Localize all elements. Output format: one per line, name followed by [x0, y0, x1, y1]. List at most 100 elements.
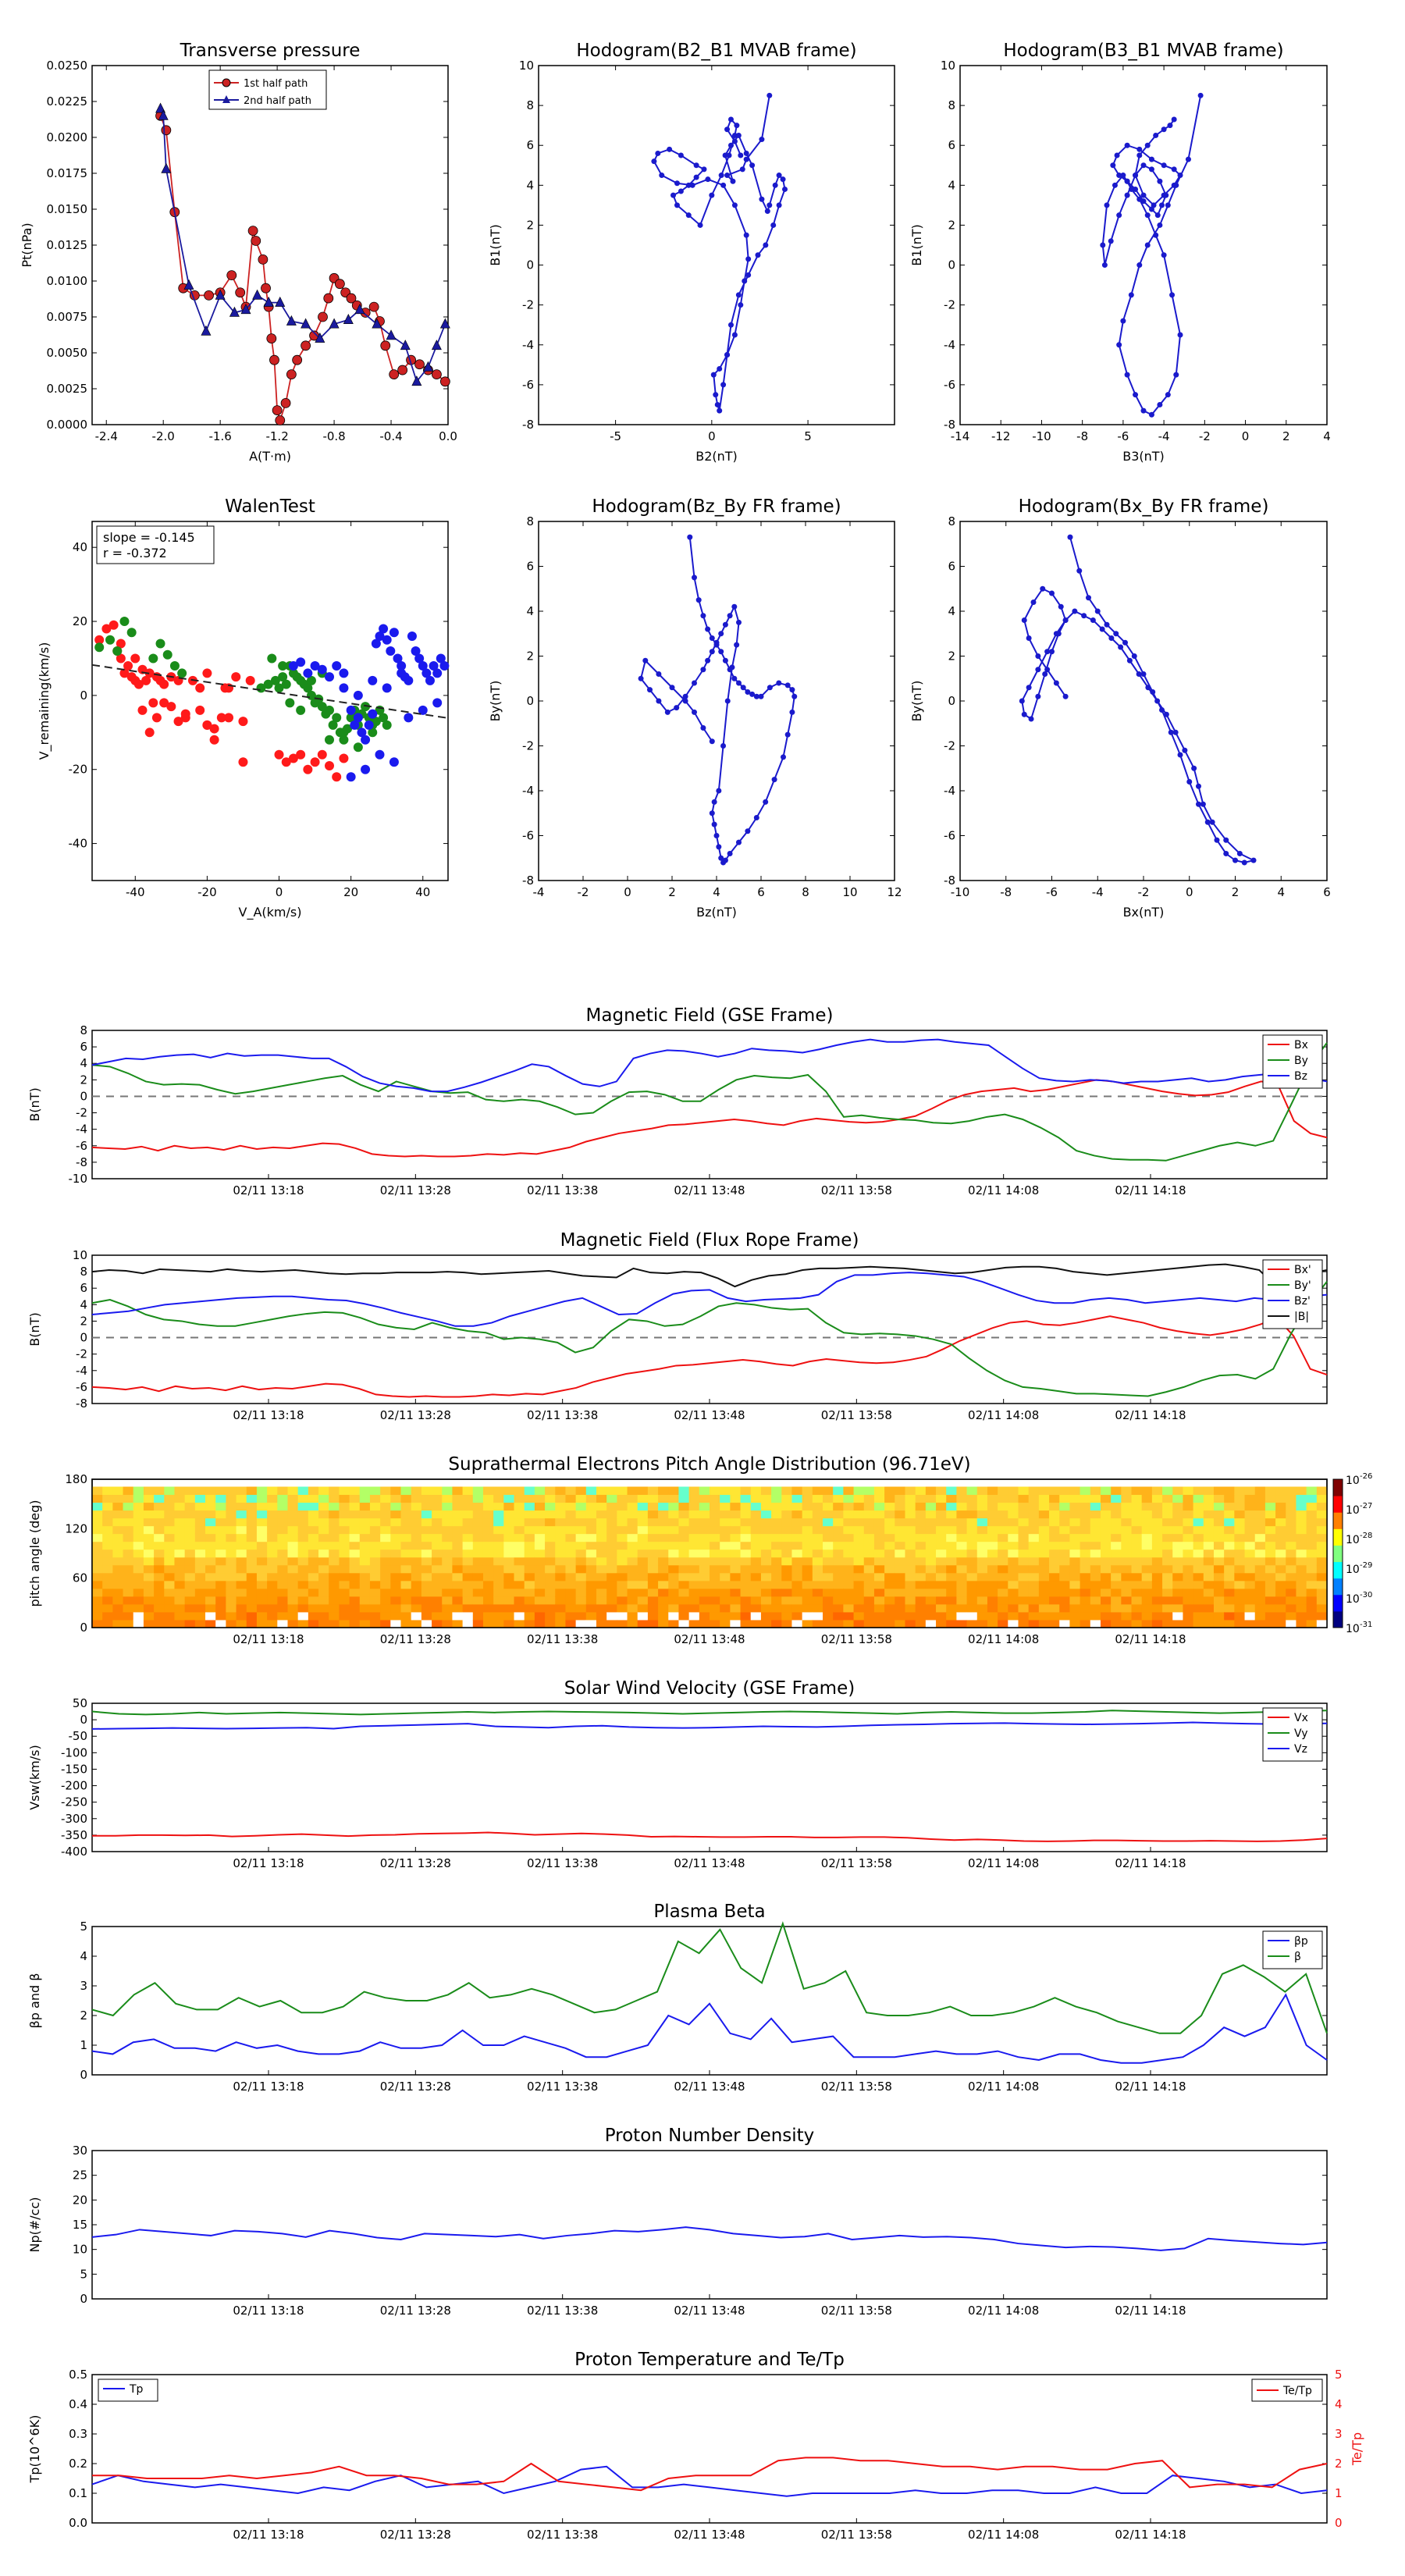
pad-cell: [710, 1502, 720, 1511]
pad-cell: [369, 1588, 381, 1597]
pad-cell: [1028, 1533, 1040, 1542]
pad-cell: [750, 1486, 762, 1496]
pad-cell: [349, 1580, 361, 1589]
walen-point: [404, 713, 414, 723]
pad-cell: [976, 1603, 988, 1613]
pad-cell: [730, 1494, 742, 1503]
pad-cell: [1018, 1541, 1030, 1550]
pad-cell: [1306, 1588, 1318, 1597]
pad-cell: [1203, 1611, 1215, 1621]
pad-cell: [369, 1557, 381, 1566]
h4-point: [1035, 667, 1041, 673]
pad-cell: [215, 1525, 226, 1535]
h4-point: [1136, 671, 1142, 677]
pad-cell: [369, 1619, 381, 1628]
pad-cell: [400, 1580, 412, 1589]
pad-cell: [627, 1541, 638, 1550]
pad-cell: [349, 1494, 361, 1503]
pad-cell: [1275, 1517, 1286, 1527]
pad-cell: [297, 1494, 309, 1503]
pad-cell: [133, 1588, 144, 1597]
pad-cell: [442, 1510, 453, 1519]
h3-point: [716, 844, 722, 850]
pad-cell: [998, 1619, 1008, 1628]
pad-cell: [442, 1603, 453, 1613]
pad-cell: [1121, 1510, 1133, 1519]
pad-cell: [339, 1502, 350, 1511]
pad-cell: [905, 1580, 916, 1589]
pad-cell: [1244, 1603, 1256, 1613]
pad-cell: [637, 1588, 649, 1597]
pad-cell: [843, 1596, 855, 1605]
pt-y-tick-label: 0.0000: [47, 418, 88, 432]
h1-point: [709, 192, 715, 198]
pad-cell: [1111, 1510, 1122, 1519]
walen-point: [137, 705, 148, 715]
h3-point: [713, 639, 720, 646]
h1-point: [738, 302, 744, 308]
pad-cell: [194, 1557, 206, 1566]
h4-x-tick-label: 0: [1186, 885, 1193, 899]
pad-cell: [256, 1619, 268, 1628]
pad-cell: [318, 1580, 329, 1589]
pt-point: [368, 301, 379, 312]
pad-cell: [863, 1557, 875, 1566]
pad-cell: [720, 1580, 731, 1589]
walen-point: [144, 728, 155, 738]
pad-cell: [596, 1588, 607, 1597]
pad-cell: [843, 1494, 855, 1503]
h3-point: [727, 613, 733, 619]
bfr-series-Bx': [91, 1315, 1328, 1398]
pad-cell: [514, 1557, 525, 1566]
pad-cell: [1296, 1541, 1307, 1550]
pad-cell: [565, 1619, 577, 1628]
pad-cell: [1100, 1588, 1112, 1597]
pad-cell: [823, 1510, 834, 1519]
pad-cell: [987, 1603, 998, 1613]
pad-cell: [647, 1517, 659, 1527]
pad-cell: [339, 1588, 350, 1597]
pad-cell: [895, 1494, 905, 1503]
pad-cell: [720, 1510, 731, 1519]
pad-cell: [1111, 1572, 1122, 1582]
pad-cell: [905, 1596, 916, 1605]
pad-cell: [873, 1557, 885, 1566]
pad-cell: [606, 1572, 617, 1582]
pad-cell: [154, 1572, 165, 1582]
h4-panel: Hodogram(Bx_By FR frame)-10 -8 -6 -4 -2 0 2 4 6-…: [909, 496, 1331, 920]
pad-cell: [863, 1494, 875, 1503]
pad-cell: [750, 1557, 762, 1566]
beta-y-tick-label: 1: [80, 2038, 87, 2052]
pad-cell: [432, 1510, 443, 1519]
pad-cell: [1018, 1502, 1030, 1511]
h3-y-tick-label: -2: [522, 739, 534, 753]
pad-cell: [359, 1525, 371, 1535]
pad-cell: [1038, 1541, 1050, 1550]
pad-cell: [277, 1603, 288, 1613]
pad-cell: [1286, 1564, 1297, 1574]
h4-point: [1209, 819, 1215, 825]
h1-point: [735, 132, 742, 138]
pad-cell: [472, 1611, 484, 1621]
pad-cell: [925, 1564, 937, 1574]
pad-cell: [112, 1611, 124, 1621]
pad-cell: [92, 1502, 103, 1511]
pad-cell: [1193, 1619, 1204, 1628]
pad-cell: [688, 1611, 700, 1621]
pt-point: [215, 289, 226, 300]
pad-cell: [678, 1486, 690, 1496]
h3-point: [736, 680, 742, 686]
pad-cell: [359, 1588, 371, 1597]
pad-cell: [1028, 1611, 1040, 1621]
pad-cell: [359, 1603, 371, 1613]
pad-cell: [287, 1572, 299, 1582]
pad-cell: [215, 1557, 226, 1566]
pad-cell: [432, 1564, 443, 1574]
pad-cell: [627, 1572, 638, 1582]
pad-cell: [164, 1572, 175, 1582]
pad-cell: [585, 1611, 597, 1621]
pad-cell: [956, 1541, 968, 1550]
pad-cell: [1080, 1517, 1091, 1527]
pad-cell: [1131, 1502, 1143, 1511]
pad-cell: [1151, 1588, 1163, 1597]
